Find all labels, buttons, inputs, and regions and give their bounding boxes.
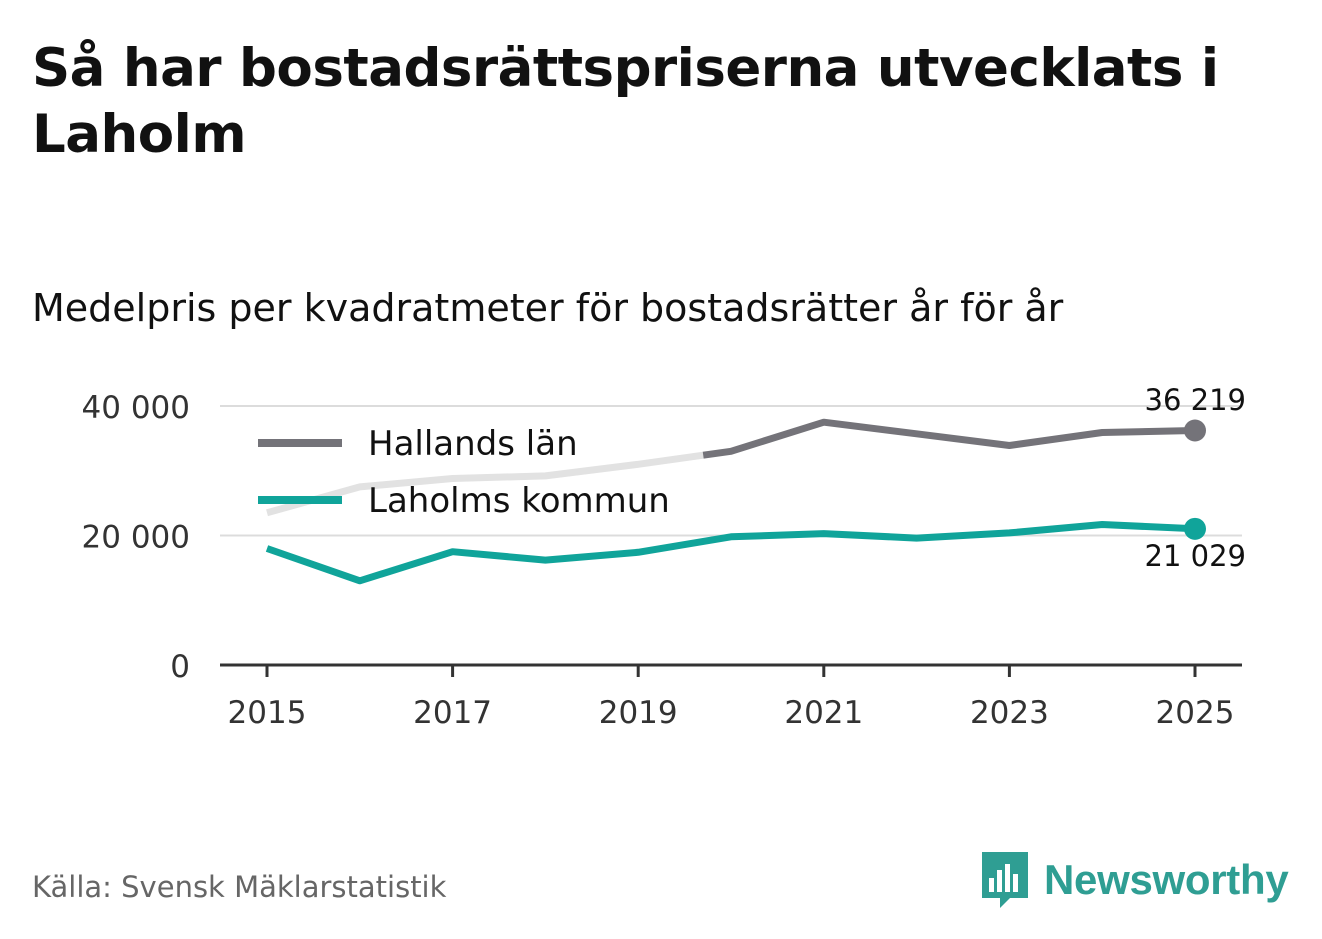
end-point-laholm bbox=[1184, 517, 1206, 540]
brand-logo: Newsworthy bbox=[980, 850, 1289, 910]
y-tick-label: 40 000 bbox=[82, 390, 190, 426]
y-tick-label: 20 000 bbox=[82, 520, 190, 556]
x-tick-label: 2025 bbox=[1156, 695, 1235, 731]
legend-label-laholm: Laholms kommun bbox=[368, 481, 670, 521]
brand-name: Newsworthy bbox=[1044, 856, 1289, 903]
series-line-hallands-faded bbox=[266, 451, 704, 517]
y-tick-label: 0 bbox=[170, 649, 190, 685]
legend-label-hallands: Hallands län bbox=[368, 424, 578, 464]
source-note: Källa: Svensk Mäklarstatistik bbox=[32, 870, 447, 904]
end-point-hallands bbox=[1184, 419, 1206, 442]
bar-chart-speech-bubble-icon bbox=[982, 852, 1028, 908]
series-line-hallands bbox=[702, 418, 1196, 459]
end-label-laholm: 21 029 bbox=[1145, 539, 1246, 573]
line-chart: 0 20 000 40 000 2015 2017 2019 2021 2023 2025 Ha… bbox=[82, 383, 1246, 731]
series-line-laholm bbox=[265, 521, 1196, 585]
x-tick-label: 2015 bbox=[228, 695, 307, 731]
chart-subtitle: Medelpris per kvadratmeter för bostadsrä… bbox=[32, 286, 1064, 330]
chart-title: Så har bostadsrättspriserna utvecklats i… bbox=[32, 38, 1219, 165]
x-tick-label: 2023 bbox=[970, 695, 1049, 731]
x-tick-label: 2021 bbox=[784, 695, 863, 731]
x-tick-label: 2017 bbox=[413, 695, 492, 731]
x-tick-label: 2019 bbox=[599, 695, 678, 731]
end-label-hallands: 36 219 bbox=[1145, 383, 1246, 417]
